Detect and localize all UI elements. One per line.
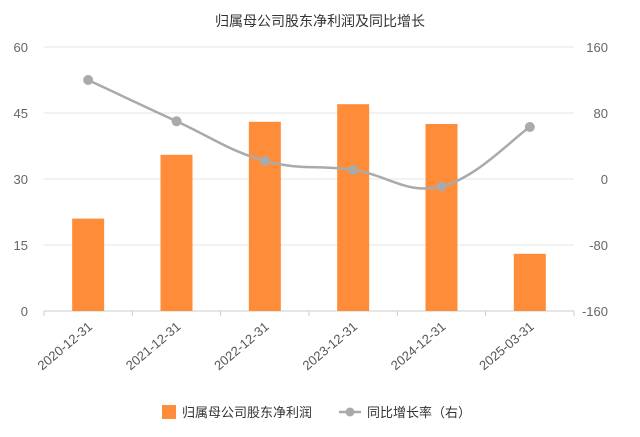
legend-swatch-bar xyxy=(162,405,176,419)
x-tick-label: 2023-12-31 xyxy=(300,319,361,373)
left-tick-label: 30 xyxy=(14,172,28,187)
right-tick-label: 160 xyxy=(586,40,608,55)
left-tick-label: 60 xyxy=(14,40,28,55)
x-tick-label: 2021-12-31 xyxy=(123,319,184,373)
bar xyxy=(337,104,370,311)
left-tick-label: 45 xyxy=(14,106,28,121)
line-point xyxy=(436,181,447,192)
chart-title: 归属母公司股东净利润及同比增长 xyxy=(215,13,425,30)
right-tick-label: 80 xyxy=(594,106,608,121)
line-point xyxy=(348,164,359,175)
bar-series xyxy=(72,104,546,311)
grid xyxy=(44,46,574,312)
left-tick-label: 0 xyxy=(21,304,28,319)
bar xyxy=(513,253,546,311)
line-point xyxy=(524,122,535,133)
line-point xyxy=(171,116,182,127)
growth-line xyxy=(87,78,531,190)
right-tick-label: -160 xyxy=(582,304,608,319)
x-tick-label: 2020-12-31 xyxy=(35,319,96,373)
bar xyxy=(248,121,281,311)
bar xyxy=(72,218,105,311)
bar xyxy=(160,154,193,311)
legend: 归属母公司股东净利润 同比增长率（右） xyxy=(162,405,471,421)
legend-label-line: 同比增长率（右） xyxy=(367,405,471,421)
x-tick-label: 2022-12-31 xyxy=(211,319,272,373)
legend-swatch-dot xyxy=(345,407,355,417)
x-axis: 2020-12-31 2021-12-31 2022-12-31 2023-12-31… xyxy=(35,311,575,373)
right-tick-label: -80 xyxy=(589,238,608,253)
right-axis: 160 80 0 -80 -160 xyxy=(582,40,608,319)
right-tick-label: 0 xyxy=(601,172,608,187)
line-point xyxy=(83,75,94,85)
x-tick-label: 2024-12-31 xyxy=(388,319,449,373)
line-series xyxy=(83,75,535,192)
line-point xyxy=(259,155,270,166)
legend-label-bar: 归属母公司股东净利润 xyxy=(182,406,312,421)
x-tick-label: 2025-03-31 xyxy=(476,319,537,373)
left-axis: 60 45 30 15 0 xyxy=(14,40,28,319)
bar xyxy=(425,124,458,311)
left-tick-label: 15 xyxy=(14,238,28,253)
